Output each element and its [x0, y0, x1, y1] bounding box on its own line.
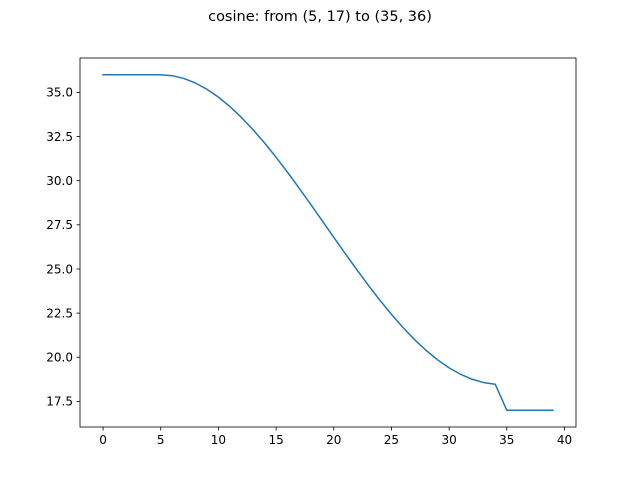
- x-tick-label: 30: [441, 433, 456, 447]
- x-tick-label: 35: [499, 433, 514, 447]
- x-tick-label: 0: [99, 433, 107, 447]
- x-tick-label: 10: [211, 433, 226, 447]
- y-tick-label: 20.0: [46, 351, 73, 365]
- y-tick-label: 27.5: [46, 218, 73, 232]
- y-tick-label: 35.0: [46, 86, 73, 100]
- x-tick-label: 40: [557, 433, 572, 447]
- x-tick-label: 15: [268, 433, 283, 447]
- y-tick-label: 32.5: [46, 130, 73, 144]
- x-tick-label: 25: [384, 433, 399, 447]
- x-axis: 0 5 10 15 20 25 30 35 40: [99, 427, 572, 447]
- y-tick-label: 22.5: [46, 306, 73, 320]
- y-tick-label: 25.0: [46, 262, 73, 276]
- x-tick-label: 20: [326, 433, 341, 447]
- series-line-0: [102, 74, 554, 411]
- y-tick-label: 17.5: [46, 395, 73, 409]
- axes-frame: [79, 57, 577, 428]
- x-tick-label: 5: [157, 433, 165, 447]
- plot-area: [102, 74, 554, 411]
- y-tick-label: 30.0: [46, 174, 73, 188]
- chart-title: cosine: from (5, 17) to (35, 36): [208, 9, 432, 25]
- y-axis: 17.5 20.0 22.5 25.0 27.5 30.0 32.5 35.0: [46, 86, 80, 409]
